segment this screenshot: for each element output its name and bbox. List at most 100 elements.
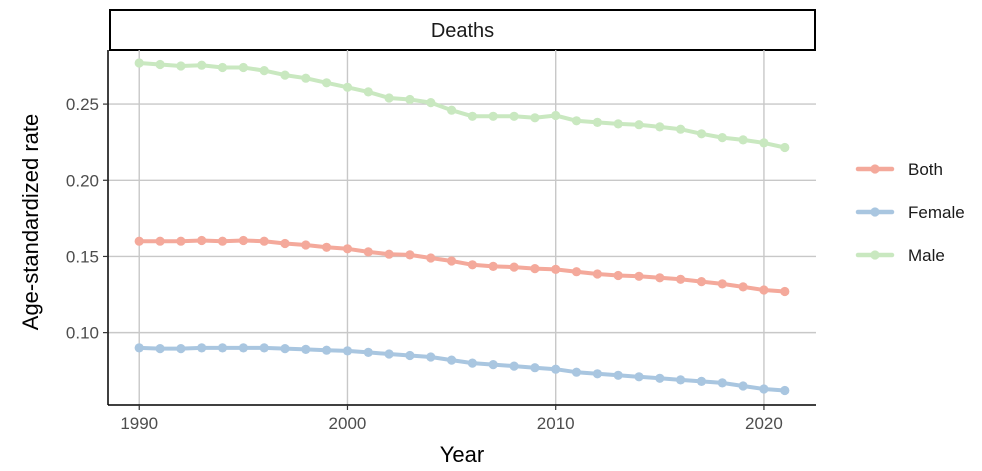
data-point-both bbox=[488, 261, 498, 271]
legend-key-point bbox=[870, 164, 880, 174]
data-point-both bbox=[447, 256, 457, 266]
x-tick-label: 2000 bbox=[329, 414, 367, 433]
data-point-female bbox=[696, 376, 707, 386]
data-point-male bbox=[655, 122, 665, 132]
data-point-male bbox=[342, 82, 353, 92]
series-line-female bbox=[137, 345, 787, 393]
data-point-male bbox=[780, 142, 790, 153]
data-point-female bbox=[363, 347, 373, 357]
y-tick-label: 0.20 bbox=[66, 171, 99, 190]
data-point-both bbox=[738, 282, 748, 292]
axes bbox=[107, 50, 816, 406]
data-point-female bbox=[655, 373, 665, 383]
data-point-both bbox=[780, 286, 790, 297]
data-point-male bbox=[238, 62, 248, 73]
data-point-female bbox=[780, 385, 790, 396]
data-point-female bbox=[238, 343, 248, 353]
data-point-female bbox=[571, 367, 582, 377]
data-point-female bbox=[717, 378, 727, 388]
data-point-male bbox=[738, 135, 748, 145]
data-point-female bbox=[217, 343, 228, 353]
data-point-female bbox=[447, 355, 457, 365]
data-point-female bbox=[134, 343, 144, 353]
data-point-female bbox=[155, 344, 165, 354]
data-point-female bbox=[301, 344, 311, 354]
y-tick-label: 0.25 bbox=[66, 95, 99, 114]
data-point-female bbox=[488, 360, 498, 370]
data-point-both bbox=[717, 279, 727, 289]
y-axis-title: Age-standardized rate bbox=[18, 114, 43, 330]
data-point-both bbox=[301, 240, 311, 250]
data-point-female bbox=[592, 369, 603, 379]
x-axis-ticks: 1990 2000 2010 2020 bbox=[120, 405, 783, 433]
data-point-both bbox=[759, 285, 769, 295]
data-point-male bbox=[613, 119, 623, 129]
data-point-female bbox=[426, 352, 436, 362]
data-point-male bbox=[571, 116, 582, 126]
data-point-both bbox=[259, 236, 269, 246]
data-point-both bbox=[571, 267, 582, 277]
legend-item-both: Both bbox=[855, 160, 943, 179]
data-point-both bbox=[551, 264, 561, 274]
data-point-female bbox=[759, 384, 769, 394]
data-point-male bbox=[426, 98, 436, 108]
data-point-female bbox=[530, 363, 540, 373]
plot-panel: 1990 2000 2010 2020 0.10 0.15 0.20 0.25 bbox=[66, 50, 816, 433]
data-point-both bbox=[342, 244, 353, 254]
data-point-male bbox=[259, 66, 269, 76]
data-point-female bbox=[322, 345, 332, 355]
legend-key-point bbox=[870, 250, 880, 260]
data-point-both bbox=[509, 262, 519, 272]
data-point-male bbox=[717, 133, 727, 143]
data-point-both bbox=[280, 238, 290, 249]
data-point-female bbox=[259, 343, 269, 353]
data-point-male bbox=[634, 120, 644, 130]
data-point-both bbox=[405, 250, 415, 260]
legend-label: Both bbox=[908, 160, 943, 179]
data-point-both bbox=[530, 264, 540, 274]
series-male bbox=[134, 58, 790, 153]
data-point-male bbox=[363, 87, 373, 97]
data-point-male bbox=[217, 62, 228, 73]
data-point-both bbox=[363, 247, 373, 257]
data-point-male bbox=[197, 60, 207, 70]
data-point-male bbox=[592, 117, 603, 127]
data-point-female bbox=[509, 361, 519, 371]
data-point-male bbox=[384, 93, 394, 103]
data-point-male bbox=[676, 124, 686, 134]
data-point-female bbox=[613, 370, 623, 380]
series-female bbox=[134, 343, 790, 396]
legend-label: Female bbox=[908, 203, 965, 222]
data-point-both bbox=[322, 242, 332, 252]
facet-strip: Deaths bbox=[109, 9, 816, 51]
data-point-female bbox=[634, 372, 644, 382]
x-axis-title: Year bbox=[440, 442, 484, 467]
data-point-both bbox=[676, 274, 686, 284]
data-point-female bbox=[738, 381, 748, 391]
data-point-female bbox=[405, 350, 415, 361]
data-point-female bbox=[342, 346, 353, 356]
data-point-both bbox=[155, 236, 165, 246]
data-point-both bbox=[238, 235, 248, 246]
data-point-male bbox=[176, 61, 186, 71]
data-point-female bbox=[384, 349, 394, 359]
x-tick-label: 1990 bbox=[120, 414, 158, 433]
grid-lines bbox=[108, 50, 816, 405]
legend-item-female: Female bbox=[855, 203, 965, 222]
data-point-female bbox=[280, 344, 290, 354]
data-point-both bbox=[467, 260, 477, 270]
data-point-both bbox=[592, 269, 603, 279]
facet-strip-box bbox=[109, 9, 816, 51]
data-point-male bbox=[696, 129, 707, 139]
x-tick-label: 2010 bbox=[537, 414, 575, 433]
data-point-female bbox=[676, 375, 686, 385]
data-point-male bbox=[509, 111, 519, 121]
data-point-male bbox=[301, 73, 311, 83]
data-point-both bbox=[634, 271, 644, 281]
data-point-both bbox=[655, 273, 665, 283]
y-tick-label: 0.10 bbox=[66, 324, 99, 343]
data-point-male bbox=[155, 59, 165, 70]
data-point-both bbox=[134, 236, 144, 246]
facet-strip-title: Deaths bbox=[431, 20, 494, 42]
data-point-female bbox=[467, 358, 477, 368]
